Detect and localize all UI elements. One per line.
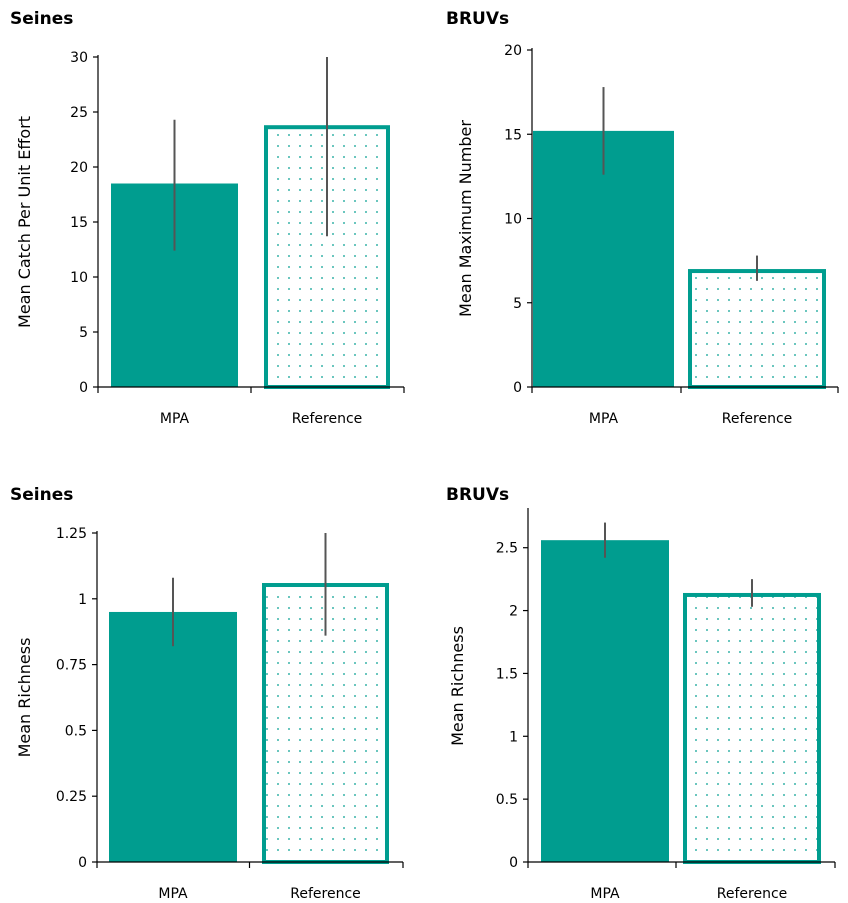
y-tick-label: 0.75	[56, 658, 87, 674]
y-tick-label: 1.25	[56, 526, 87, 542]
chart-panel-3: Seines Mean Richness 0 0.25 0.5 0.75 1 1.25 MPA R…	[10, 485, 403, 902]
y-tick-label: 0	[513, 380, 522, 396]
x-tick-label: Reference	[290, 886, 361, 902]
y-tick-label: 1	[509, 729, 518, 745]
y-tick-label: 20	[70, 160, 88, 176]
y-tick-label: 2	[509, 604, 518, 620]
x-tick-label: MPA	[590, 886, 620, 902]
y-tick-label: 0	[78, 855, 87, 871]
x-tick-label: MPA	[158, 886, 188, 902]
y-axis-label: Mean Maximum Number	[456, 120, 475, 317]
chart-panel-2: BRUVs Mean Maximum Number 0 5 10 15 20 MPA Refer…	[446, 9, 838, 427]
bar-mpa	[541, 540, 669, 862]
x-tick-label: Reference	[292, 411, 363, 427]
y-tick-label: 25	[70, 105, 88, 121]
y-tick-label: 5	[79, 325, 88, 341]
x-tick-label: MPA	[160, 411, 190, 427]
bar-reference	[690, 271, 824, 387]
y-tick-label: 10	[70, 270, 88, 286]
y-axis-label: Mean Richness	[15, 638, 34, 758]
y-tick-label: 0.5	[65, 723, 87, 739]
y-tick-label: 2.5	[496, 541, 518, 557]
y-tick-label: 0.25	[56, 789, 87, 805]
y-axis-label: Mean Catch Per Unit Effort	[15, 116, 34, 328]
y-tick-label: 15	[504, 127, 522, 143]
y-tick-label: 0	[79, 380, 88, 396]
y-axis-label: Mean Richness	[448, 626, 467, 746]
y-tick-label: 0	[509, 855, 518, 871]
y-tick-label: 30	[70, 50, 88, 66]
chart-title: Seines	[10, 9, 73, 29]
y-tick-label: 20	[504, 43, 522, 59]
chart-panel-1: Seines Mean Catch Per Unit Effort 0 5 10 15 20…	[10, 9, 404, 427]
chart-panel-4: BRUVs Mean Richness 0 0.5 1 1.5 2 2.5 MPA Referen…	[446, 485, 835, 902]
bar-mpa	[109, 612, 237, 862]
chart-title: Seines	[10, 485, 73, 505]
y-tick-label: 1	[78, 592, 87, 608]
bar-reference	[685, 595, 819, 862]
y-tick-label: 10	[504, 212, 522, 228]
x-tick-label: Reference	[722, 411, 793, 427]
y-tick-label: 0.5	[496, 792, 518, 808]
y-tick-label: 15	[70, 215, 88, 231]
y-tick-label: 5	[513, 296, 522, 312]
chart-title: BRUVs	[446, 9, 509, 29]
chart-title: BRUVs	[446, 485, 509, 505]
x-tick-label: MPA	[589, 411, 619, 427]
y-tick-label: 1.5	[496, 666, 518, 682]
x-tick-label: Reference	[717, 886, 788, 902]
